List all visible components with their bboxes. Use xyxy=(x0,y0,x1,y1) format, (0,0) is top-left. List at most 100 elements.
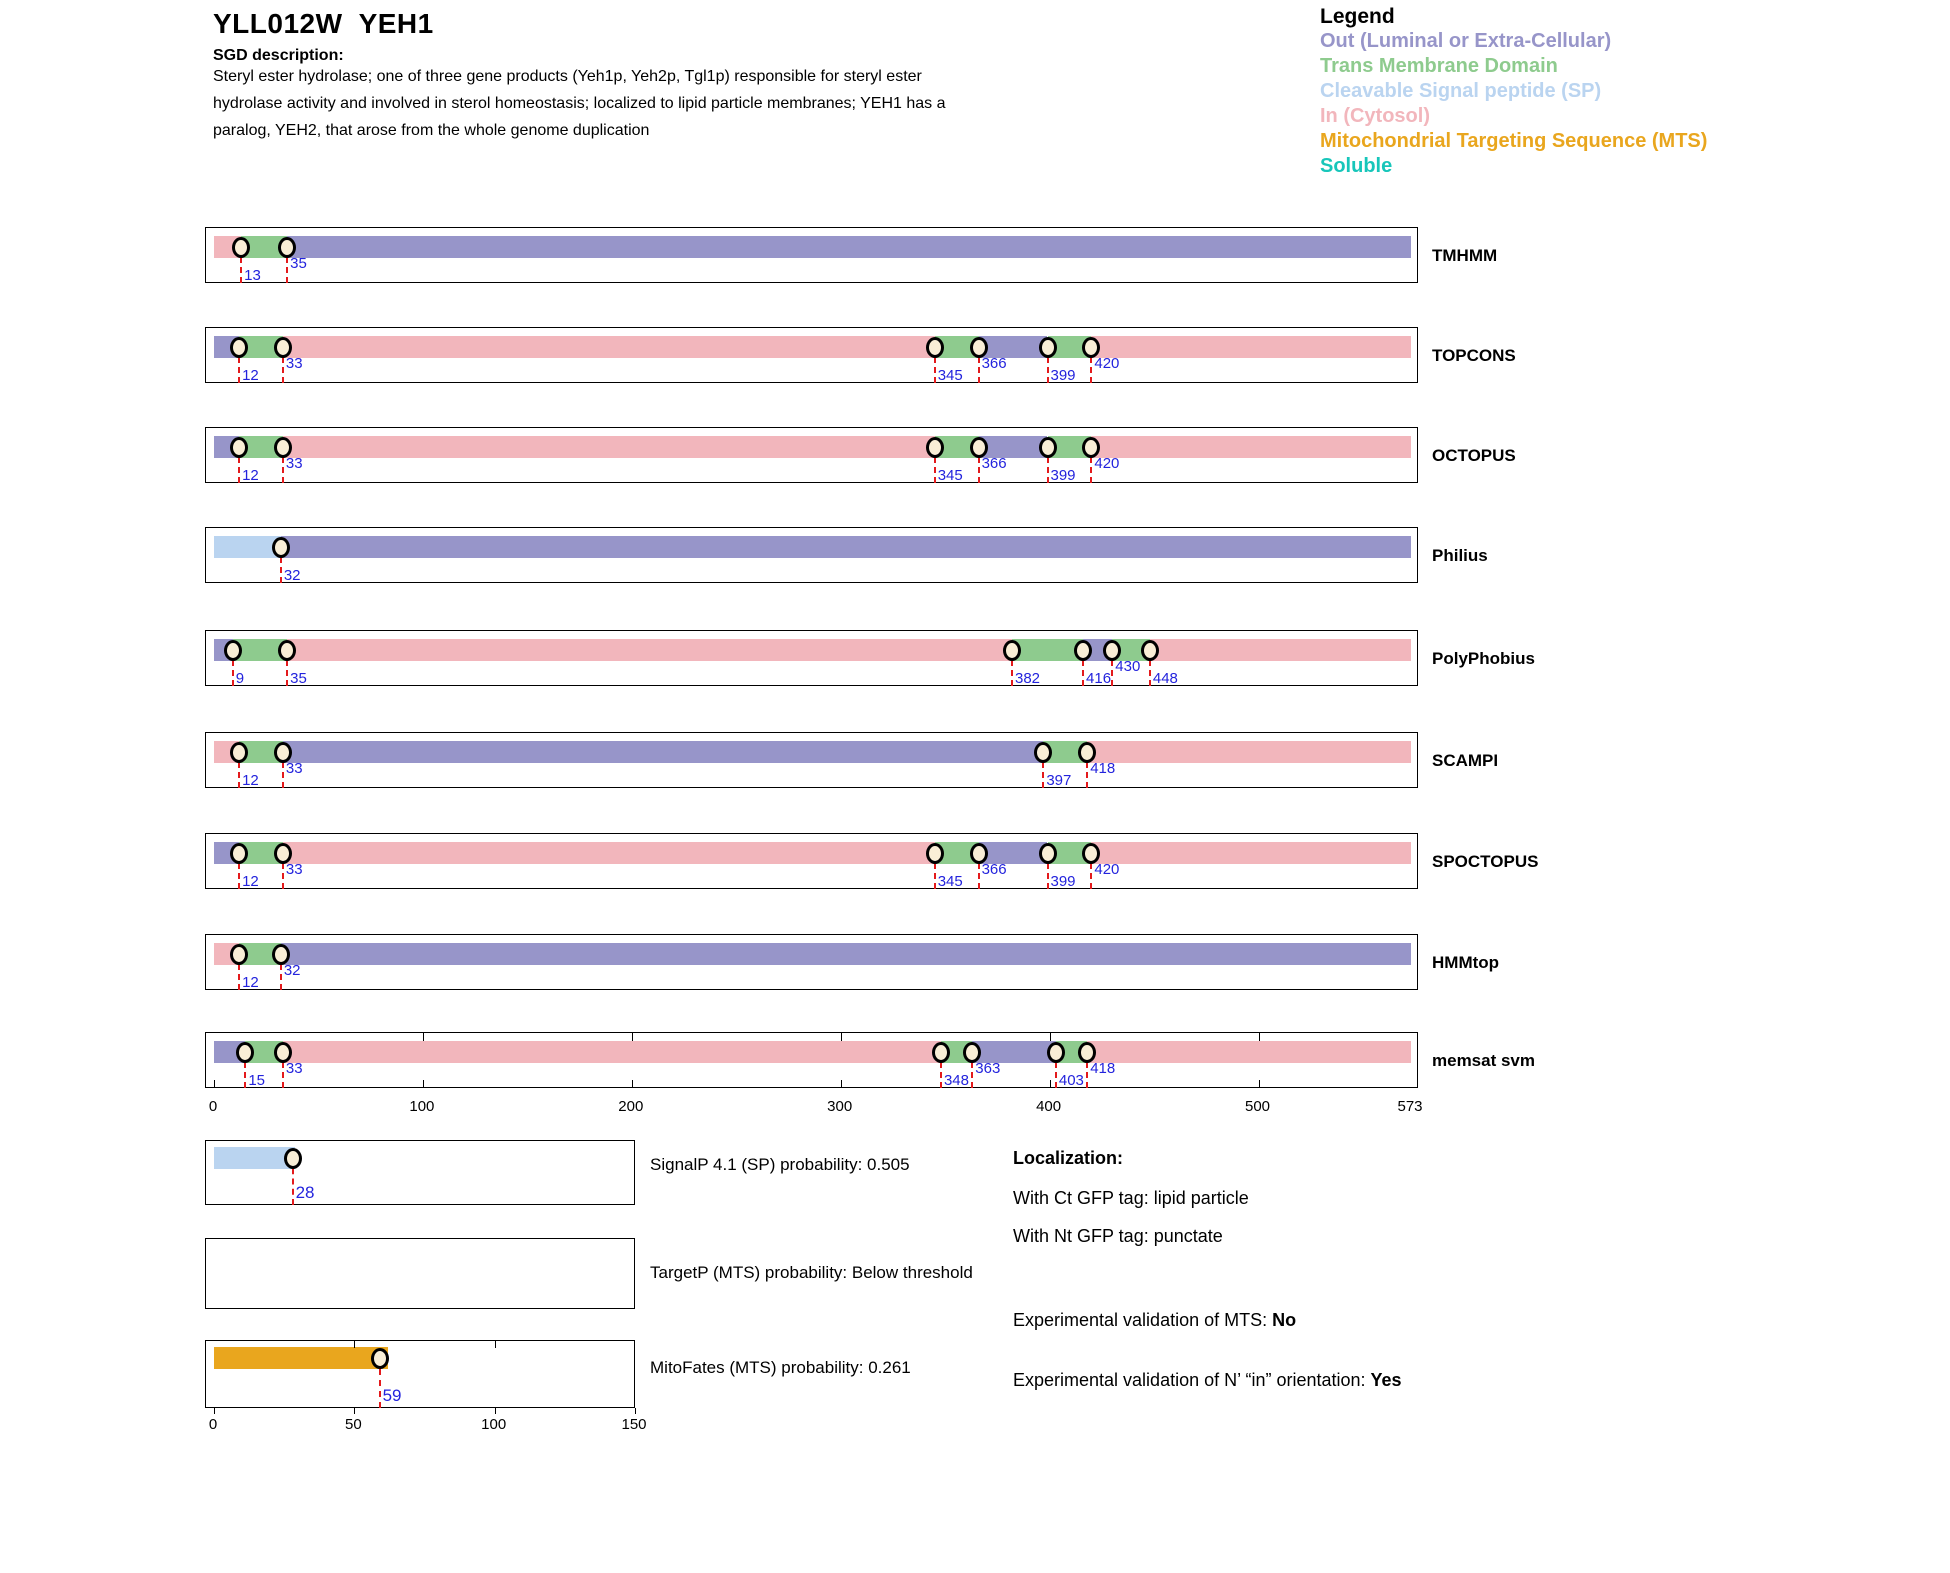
boundary-position-label: 448 xyxy=(1152,670,1178,687)
ruler-tick-bottom xyxy=(1049,1080,1051,1088)
localization-title: Localization: xyxy=(1013,1148,1124,1168)
cleavage-site-label: 59 xyxy=(382,1386,402,1405)
boundary-position-label: 15 xyxy=(248,1072,266,1089)
subaxis-tick-bottom xyxy=(494,1407,496,1414)
boundary-line xyxy=(1046,853,1049,889)
boundary-line xyxy=(238,752,241,788)
legend-title: Legend xyxy=(1320,5,1395,28)
boundary-line xyxy=(1046,347,1049,383)
boundary-position-label: 13 xyxy=(244,267,261,284)
boundary-position-label: 397 xyxy=(1046,772,1072,789)
segment-in xyxy=(1087,741,1411,763)
boundary-line xyxy=(1086,752,1089,788)
boundary-line xyxy=(281,447,284,483)
boundary-marker xyxy=(1082,437,1101,458)
segment-out xyxy=(972,1041,1056,1063)
segment-in xyxy=(1087,1041,1411,1063)
segment-tm xyxy=(1012,639,1084,661)
segment-tm xyxy=(239,943,281,965)
segment-tm xyxy=(241,236,288,258)
segment-tm xyxy=(1047,842,1092,864)
boundary-marker xyxy=(925,337,944,358)
boundary-position-label: 366 xyxy=(981,455,1007,472)
boundary-line xyxy=(279,954,282,990)
segment-tm xyxy=(239,741,283,763)
subaxis-label: 100 xyxy=(481,1416,507,1433)
mitofates-caption: MitoFates (MTS) probability: 0.261 xyxy=(650,1358,911,1377)
ruler-tick-top xyxy=(1258,1033,1260,1041)
legend: Legend Out (Luminal or Extra-Cellular) Tr… xyxy=(1320,4,1707,179)
boundary-marker xyxy=(925,437,944,458)
track-name-polyphobius: PolyPhobius xyxy=(1432,649,1535,668)
segment-in xyxy=(1091,336,1411,358)
residue-axis-label: 300 xyxy=(827,1098,853,1115)
boundary-position-label: 399 xyxy=(1050,467,1076,484)
segment-tm xyxy=(934,842,979,864)
boundary-position-label: 32 xyxy=(283,567,301,584)
boundary-marker xyxy=(271,944,290,965)
track-panel-hmmtop: 12 32 xyxy=(205,934,1418,991)
boundary-line xyxy=(286,650,289,686)
track-panel-tmhmm: 13 35 xyxy=(205,227,1418,284)
boundary-position-label: 345 xyxy=(937,367,963,384)
boundary-line xyxy=(281,1052,284,1088)
boundary-line xyxy=(1046,447,1049,483)
segment-tm xyxy=(1043,741,1088,763)
boundary-line xyxy=(933,347,936,383)
track-panel-polyphobius: 9 35 382 416 430 448 xyxy=(205,630,1418,687)
segment-out xyxy=(978,842,1048,864)
track-name-scampi: SCAMPI xyxy=(1432,751,1499,770)
legend-item-soluble: Soluble xyxy=(1320,155,1393,177)
boundary-marker xyxy=(1078,1042,1097,1063)
track-panel-memsat-svm: 15 33 348 363 403 418 xyxy=(205,1032,1418,1089)
boundary-position-label: 33 xyxy=(285,760,303,777)
track-panel-octopus: 12 33 345 366 399 420 xyxy=(205,427,1418,484)
boundary-position-label: 403 xyxy=(1058,1072,1084,1089)
probability-panel-mitofates: 59 xyxy=(205,1340,636,1414)
boundary-line xyxy=(279,547,282,583)
subaxis-tick-top xyxy=(354,1341,356,1348)
residue-axis-label: 400 xyxy=(1036,1098,1062,1115)
targetp-caption: TargetP (MTS) probability: Below thresho… xyxy=(650,1263,973,1282)
signalp-caption: SignalP 4.1 (SP) probability: 0.505 xyxy=(650,1155,910,1174)
mts-validation-value: No xyxy=(1272,1310,1297,1330)
track-panel-spoctopus: 12 33 345 366 399 420 xyxy=(205,833,1418,890)
segment-in xyxy=(1149,639,1411,661)
subaxis-label: 150 xyxy=(621,1416,647,1433)
segment-tm xyxy=(239,436,283,458)
boundary-line xyxy=(238,954,241,990)
probability-panel-targetp xyxy=(205,1238,635,1309)
segment-out xyxy=(280,943,1411,965)
segment-out xyxy=(978,436,1048,458)
segment-tm xyxy=(1047,436,1092,458)
boundary-marker xyxy=(273,1042,292,1063)
segment-in xyxy=(1091,842,1411,864)
segment-in xyxy=(282,1041,941,1063)
boundary-marker xyxy=(223,640,242,661)
ruler-tick-bottom xyxy=(1258,1080,1260,1088)
boundary-marker xyxy=(273,337,292,358)
legend-item-out: Out (Luminal or Extra-Cellular) xyxy=(1320,30,1612,52)
boundary-marker xyxy=(1103,640,1122,661)
boundary-position-label: 345 xyxy=(937,873,963,890)
cleavage-site-label: 28 xyxy=(295,1183,315,1202)
boundary-marker xyxy=(1003,640,1021,661)
boundary-line xyxy=(977,853,980,889)
boundary-line xyxy=(1090,853,1093,889)
segment-in xyxy=(282,842,935,864)
segment-in xyxy=(282,336,935,358)
boundary-marker xyxy=(969,337,988,358)
boundary-position-label: 12 xyxy=(242,367,259,384)
boundary-marker xyxy=(1140,640,1159,661)
ruler-tick-top xyxy=(631,1033,633,1041)
segment-tm xyxy=(1047,336,1092,358)
track-panel-philius: 32 xyxy=(205,527,1418,584)
boundary-marker xyxy=(963,1042,982,1063)
boundary-marker xyxy=(969,843,988,864)
track-name-philius: Philius xyxy=(1432,546,1488,565)
boundary-position-label: 12 xyxy=(242,772,259,789)
track-name-octopus: OCTOPUS xyxy=(1432,446,1516,465)
page-title: YLL012W YEH1 xyxy=(213,8,434,39)
boundary-marker xyxy=(1046,1042,1065,1063)
